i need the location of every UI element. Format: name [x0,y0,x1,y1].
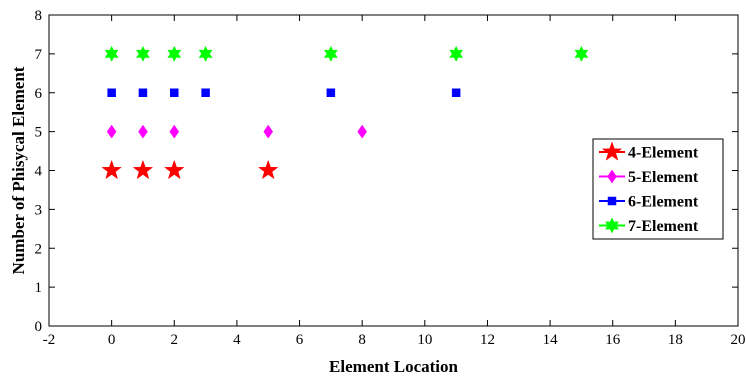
legend-item: 5-Element [599,169,699,186]
legend-marker [607,196,617,206]
data-point [169,124,180,139]
data-point [138,124,148,139]
legend-marker [605,217,619,234]
x-tick-label: 10 [417,332,432,348]
x-tick-label: 16 [605,332,621,348]
data-point [257,159,279,180]
y-axis-label: Number of Phisycal Element [9,66,28,274]
data-points [101,45,589,180]
x-tick-label: 12 [480,332,495,348]
data-point [132,159,154,180]
data-point [104,45,119,62]
x-tick-label: 0 [108,332,116,348]
y-tick-label: 7 [35,47,43,63]
series-6-element [107,88,461,97]
x-tick-label: 6 [296,332,304,348]
x-tick-label: 14 [543,332,559,348]
series-7-element [104,45,589,62]
legend: 4-Element 5-Element 6-Element 7-Element [592,138,724,240]
data-point [135,45,150,62]
legend-item: 4-Element [599,141,699,162]
x-tick-label: 8 [358,332,366,348]
data-point [167,45,182,62]
x-axis-label: Element Location [329,357,458,376]
data-point [574,45,589,62]
y-tick-label: 8 [35,8,43,24]
legend-marker [607,169,617,184]
y-tick-label: 3 [35,202,43,218]
data-point [138,88,148,97]
data-point [101,159,122,180]
series-4-element [101,159,279,180]
x-tick-label: 18 [668,332,683,348]
data-point [449,45,464,62]
y-tick-label: 0 [35,319,43,335]
y-tick-label: 1 [35,280,43,296]
legend-label: 6-Element [628,194,699,211]
data-point [107,88,116,97]
x-tick-label: -2 [43,332,56,348]
legend-label: 5-Element [628,169,699,186]
legend-marker [601,141,623,161]
legend-item: 6-Element [599,194,699,211]
data-point [451,88,461,97]
y-tick-label: 4 [35,164,43,180]
data-point [106,124,117,139]
x-tick-label: 4 [233,332,241,348]
data-point [357,124,367,139]
legend-label: 4-Element [628,145,699,162]
legend-label: 7-Element [628,218,699,235]
y-tick-label: 6 [35,86,43,102]
data-point [201,88,210,97]
data-point [323,45,338,62]
y-tick-label: 5 [35,125,43,141]
data-point [326,88,336,97]
x-tick-label: 20 [731,332,746,348]
x-tick-label: 2 [171,332,179,348]
data-point [198,45,213,62]
data-point [263,124,274,139]
data-point [170,88,179,97]
y-tick-label: 2 [35,241,43,257]
data-point [164,159,185,180]
legend-item: 7-Element [599,217,699,235]
series-5-element [106,124,367,139]
